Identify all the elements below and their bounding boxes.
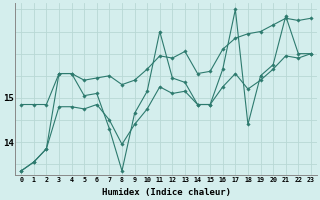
X-axis label: Humidex (Indice chaleur): Humidex (Indice chaleur) [101, 188, 231, 197]
